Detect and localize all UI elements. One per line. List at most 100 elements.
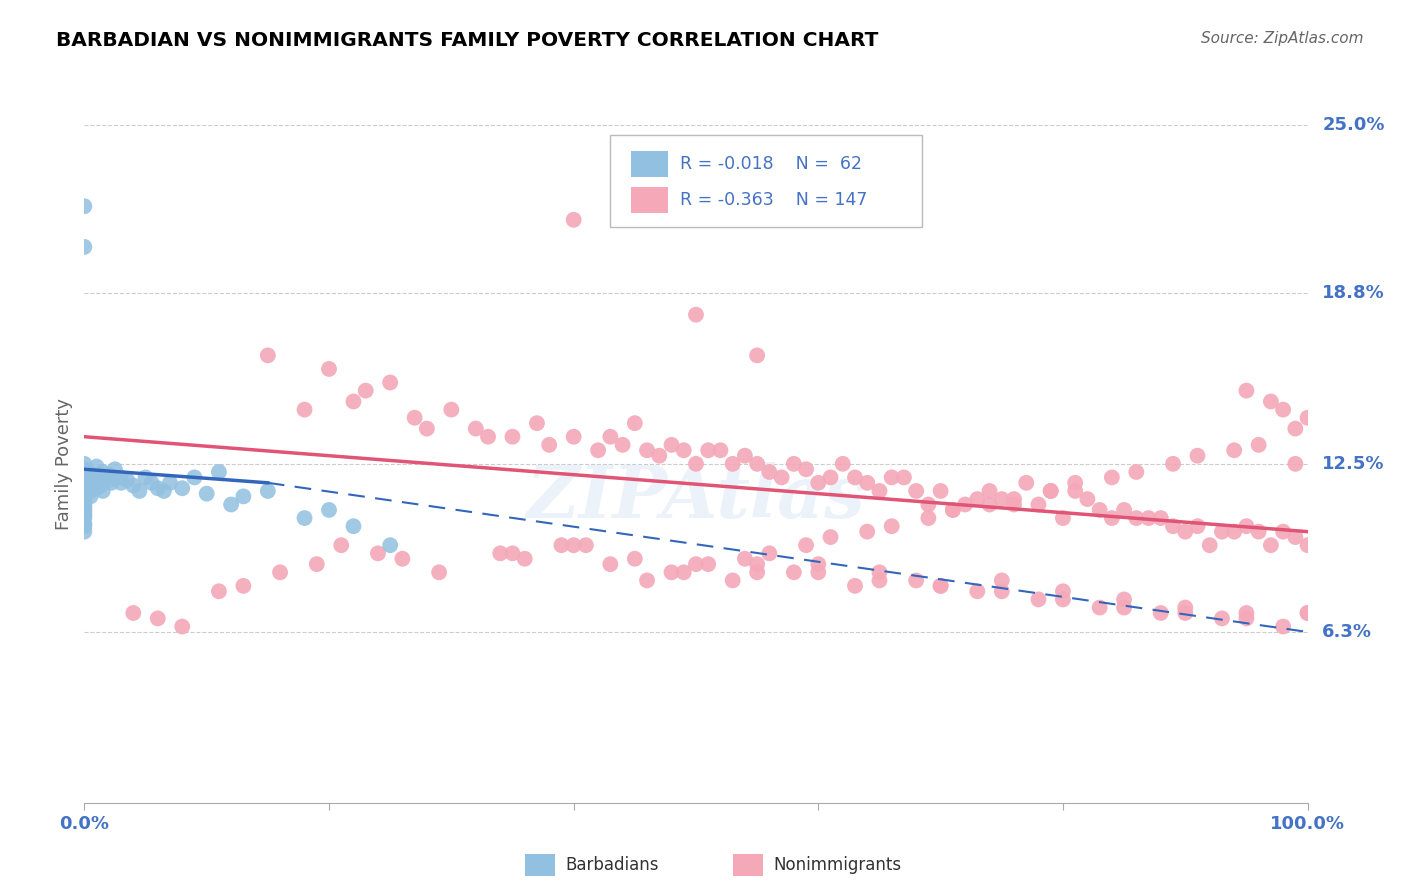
Point <box>73 508 96 523</box>
Point <box>1161 457 1184 471</box>
Point <box>257 483 280 498</box>
Point <box>489 546 512 560</box>
Point <box>73 462 96 476</box>
Point <box>831 457 853 471</box>
Point <box>917 511 939 525</box>
Point <box>1002 498 1025 512</box>
Point <box>953 498 976 512</box>
Point <box>880 470 903 484</box>
Point <box>685 457 707 471</box>
Point <box>991 492 1014 507</box>
Point <box>697 443 720 458</box>
Point <box>208 465 231 479</box>
Point <box>624 551 647 566</box>
Point <box>110 475 132 490</box>
Point <box>1076 492 1098 507</box>
Point <box>562 538 585 552</box>
Text: 25.0%: 25.0% <box>1322 116 1385 134</box>
Point <box>97 473 120 487</box>
Point <box>1028 592 1050 607</box>
Point <box>905 574 928 588</box>
Point <box>183 470 205 484</box>
Point <box>1284 530 1306 544</box>
Point <box>979 483 1001 498</box>
Point <box>1064 483 1087 498</box>
Point <box>219 498 242 512</box>
Point <box>942 503 965 517</box>
Point <box>807 566 830 580</box>
Point <box>1247 524 1270 539</box>
Point <box>1150 511 1173 525</box>
Point <box>1114 503 1136 517</box>
Point <box>1174 524 1197 539</box>
Point <box>783 566 806 580</box>
Point <box>91 483 114 498</box>
Point <box>122 478 145 492</box>
Point <box>73 516 96 531</box>
Point <box>1150 606 1173 620</box>
Point <box>79 483 101 498</box>
Point <box>747 566 769 580</box>
Point <box>257 348 280 362</box>
Point <box>1052 511 1074 525</box>
Point <box>1284 457 1306 471</box>
Point <box>294 402 316 417</box>
Point <box>672 566 695 580</box>
Point <box>159 475 181 490</box>
Point <box>1002 492 1025 507</box>
Point <box>929 483 952 498</box>
Point <box>195 486 218 500</box>
Point <box>636 443 658 458</box>
Point <box>966 492 988 507</box>
Point <box>721 457 744 471</box>
Point <box>330 538 353 552</box>
Point <box>1114 600 1136 615</box>
Point <box>991 584 1014 599</box>
Point <box>153 483 176 498</box>
Text: BARBADIAN VS NONIMMIGRANTS FAMILY POVERTY CORRELATION CHART: BARBADIAN VS NONIMMIGRANTS FAMILY POVERT… <box>56 31 879 50</box>
Point <box>672 443 695 458</box>
Point <box>110 470 132 484</box>
Point <box>1272 619 1295 633</box>
Point <box>1088 600 1111 615</box>
Point <box>172 619 194 633</box>
Point <box>820 530 842 544</box>
Point <box>1052 584 1074 599</box>
Point <box>146 481 169 495</box>
Point <box>599 430 621 444</box>
FancyBboxPatch shape <box>631 187 668 213</box>
Point <box>146 611 169 625</box>
Point <box>73 483 96 498</box>
Point <box>758 546 780 560</box>
Point <box>794 462 817 476</box>
Point <box>562 430 585 444</box>
Point <box>1198 538 1220 552</box>
Point <box>73 519 96 533</box>
Point <box>73 506 96 520</box>
Point <box>1296 410 1319 425</box>
Point <box>820 470 842 484</box>
Point <box>1137 511 1160 525</box>
Point <box>624 416 647 430</box>
Point <box>1187 449 1209 463</box>
Point <box>294 511 316 525</box>
Point <box>342 519 364 533</box>
Point <box>856 524 879 539</box>
Point <box>96 470 118 484</box>
Text: Nonimmigrants: Nonimmigrants <box>773 856 901 874</box>
Point <box>917 498 939 512</box>
Point <box>73 478 96 492</box>
Point <box>1296 538 1319 552</box>
Point <box>869 483 891 498</box>
Point <box>128 483 150 498</box>
Point <box>104 462 127 476</box>
Point <box>141 475 163 490</box>
Point <box>1125 465 1147 479</box>
Point <box>648 449 671 463</box>
FancyBboxPatch shape <box>610 135 922 227</box>
Point <box>1028 498 1050 512</box>
Point <box>747 348 769 362</box>
Point <box>269 566 291 580</box>
Point <box>391 551 413 566</box>
Point <box>172 481 194 495</box>
